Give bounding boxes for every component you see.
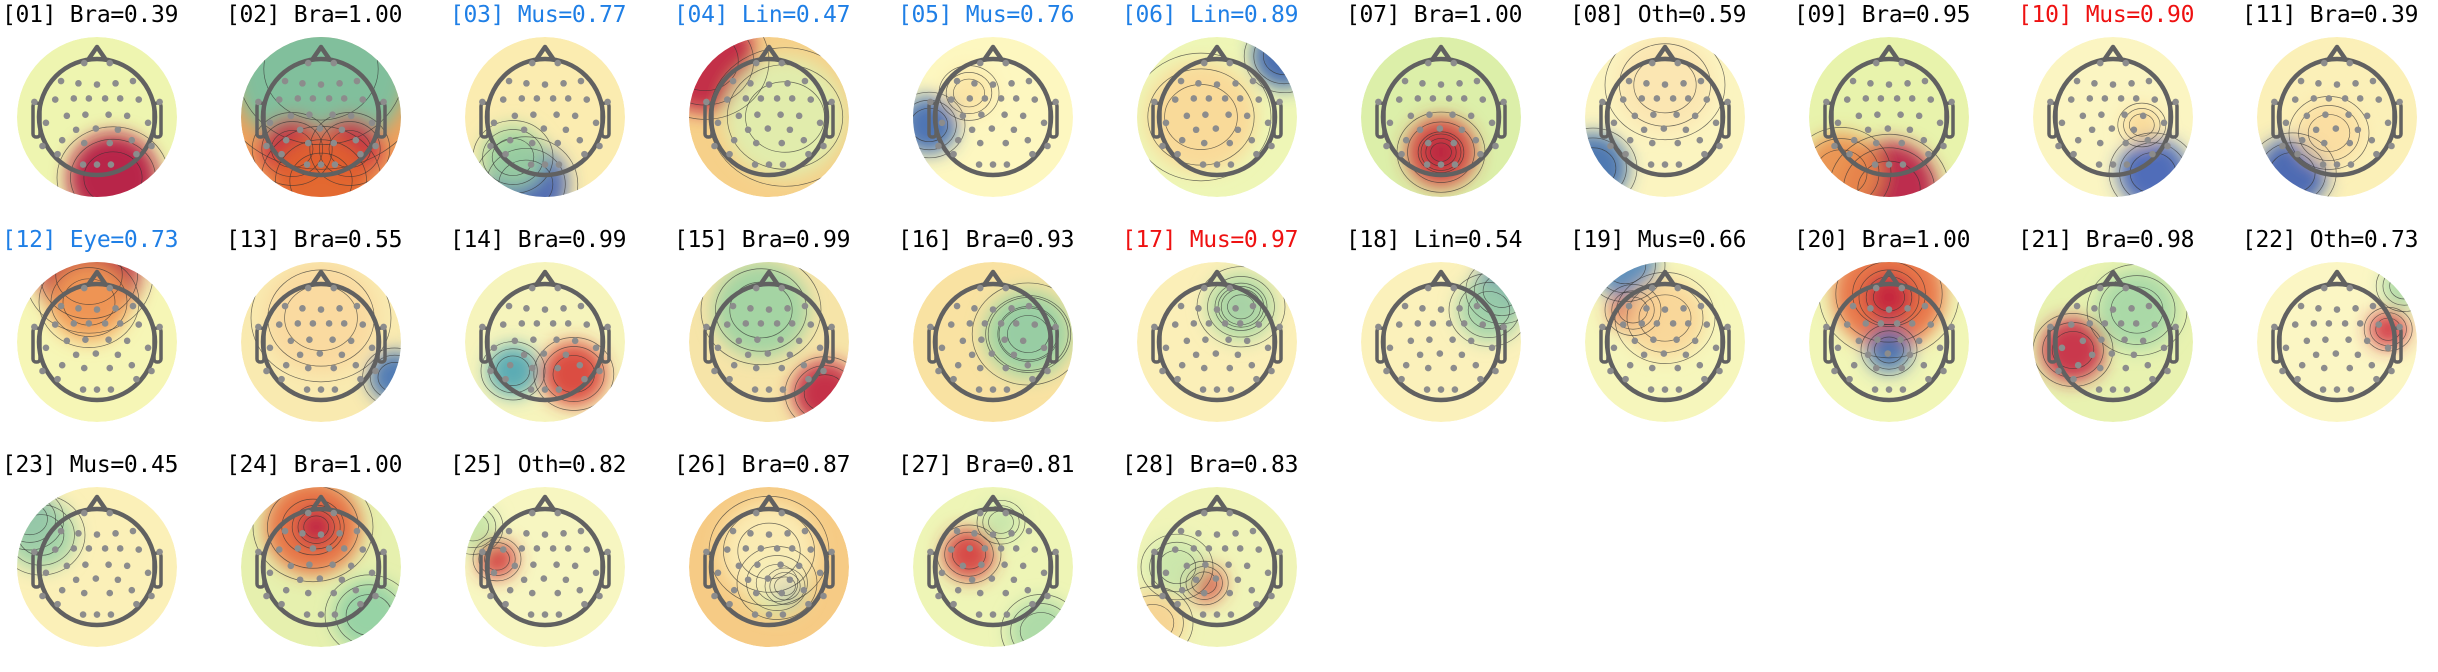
scalp-topomap	[689, 262, 849, 422]
component-label: [21] Bra=0.98	[2018, 227, 2195, 253]
component-label: [20] Bra=1.00	[1794, 227, 1971, 253]
scalp-topomap	[465, 37, 625, 197]
component-label: [22] Oth=0.73	[2242, 227, 2419, 253]
scalp-topomap	[1137, 37, 1297, 197]
scalp-topomap	[241, 262, 401, 422]
scalp-topomap	[17, 37, 177, 197]
component-label: [18] Lin=0.54	[1346, 227, 1523, 253]
component-label: [07] Bra=1.00	[1346, 2, 1523, 28]
component-cell-07: [07] Bra=1.00	[1346, 0, 1570, 222]
component-cell-26: [26] Bra=0.87	[674, 450, 898, 672]
scalp-topomap	[913, 37, 1073, 197]
scalp-topomap	[241, 487, 401, 647]
component-label: [28] Bra=0.83	[1122, 452, 1299, 478]
component-cell-18: [18] Lin=0.54	[1346, 225, 1570, 447]
component-cell-16: [16] Bra=0.93	[898, 225, 1122, 447]
scalp-topomap	[913, 487, 1073, 647]
component-cell-14: [14] Bra=0.99	[450, 225, 674, 447]
component-label: [23] Mus=0.45	[2, 452, 179, 478]
component-label: [12] Eye=0.73	[2, 227, 179, 253]
scalp-topomap	[241, 37, 401, 197]
component-cell-20: [20] Bra=1.00	[1794, 225, 2018, 447]
component-cell-27: [27] Bra=0.81	[898, 450, 1122, 672]
scalp-topomap	[2257, 262, 2417, 422]
component-cell-12: [12] Eye=0.73	[2, 225, 226, 447]
component-label: [15] Bra=0.99	[674, 227, 851, 253]
component-label: [03] Mus=0.77	[450, 2, 627, 28]
component-label: [04] Lin=0.47	[674, 2, 851, 28]
scalp-topomap	[689, 37, 849, 197]
component-label: [17] Mus=0.97	[1122, 227, 1299, 253]
component-cell-13: [13] Bra=0.55	[226, 225, 450, 447]
scalp-topomap	[913, 262, 1073, 422]
component-label: [05] Mus=0.76	[898, 2, 1075, 28]
component-label: [11] Bra=0.39	[2242, 2, 2419, 28]
scalp-topomap	[2033, 37, 2193, 197]
component-cell-23: [23] Mus=0.45	[2, 450, 226, 672]
component-cell-05: [05] Mus=0.76	[898, 0, 1122, 222]
scalp-topomap	[1809, 37, 1969, 197]
component-cell-10: [10] Mus=0.90	[2018, 0, 2242, 222]
component-label: [25] Oth=0.82	[450, 452, 627, 478]
scalp-topomap	[1361, 37, 1521, 197]
component-label: [16] Bra=0.93	[898, 227, 1075, 253]
component-cell-09: [09] Bra=0.95	[1794, 0, 2018, 222]
component-cell-25: [25] Oth=0.82	[450, 450, 674, 672]
scalp-topomap	[1137, 262, 1297, 422]
component-cell-21: [21] Bra=0.98	[2018, 225, 2242, 447]
scalp-topomap	[2257, 37, 2417, 197]
scalp-topomap	[689, 487, 849, 647]
scalp-topomap	[1585, 262, 1745, 422]
component-cell-17: [17] Mus=0.97	[1122, 225, 1346, 447]
component-cell-19: [19] Mus=0.66	[1570, 225, 1794, 447]
component-label: [10] Mus=0.90	[2018, 2, 2195, 28]
component-label: [02] Bra=1.00	[226, 2, 403, 28]
scalp-topomap	[17, 262, 177, 422]
component-cell-02: [02] Bra=1.00	[226, 0, 450, 222]
component-cell-04: [04] Lin=0.47	[674, 0, 898, 222]
component-cell-08: [08] Oth=0.59	[1570, 0, 1794, 222]
component-cell-28: [28] Bra=0.83	[1122, 450, 1346, 672]
component-label: [14] Bra=0.99	[450, 227, 627, 253]
component-label: [01] Bra=0.39	[2, 2, 179, 28]
component-label: [09] Bra=0.95	[1794, 2, 1971, 28]
scalp-topomap	[1361, 262, 1521, 422]
scalp-topomap	[17, 487, 177, 647]
scalp-topomap	[465, 262, 625, 422]
component-label: [06] Lin=0.89	[1122, 2, 1299, 28]
component-label: [08] Oth=0.59	[1570, 2, 1747, 28]
component-label: [27] Bra=0.81	[898, 452, 1075, 478]
scalp-topomap	[1809, 262, 1969, 422]
component-cell-24: [24] Bra=1.00	[226, 450, 450, 672]
scalp-topomap	[1585, 37, 1745, 197]
component-label: [24] Bra=1.00	[226, 452, 403, 478]
component-cell-06: [06] Lin=0.89	[1122, 0, 1346, 222]
component-label: [19] Mus=0.66	[1570, 227, 1747, 253]
scalp-topomap	[2033, 262, 2193, 422]
scalp-topomap	[1137, 487, 1297, 647]
component-label: [26] Bra=0.87	[674, 452, 851, 478]
scalp-topomap	[465, 487, 625, 647]
component-cell-03: [03] Mus=0.77	[450, 0, 674, 222]
component-cell-22: [22] Oth=0.73	[2242, 225, 2438, 447]
component-cell-15: [15] Bra=0.99	[674, 225, 898, 447]
component-label: [13] Bra=0.55	[226, 227, 403, 253]
component-cell-11: [11] Bra=0.39	[2242, 0, 2438, 222]
component-cell-01: [01] Bra=0.39	[2, 0, 226, 222]
